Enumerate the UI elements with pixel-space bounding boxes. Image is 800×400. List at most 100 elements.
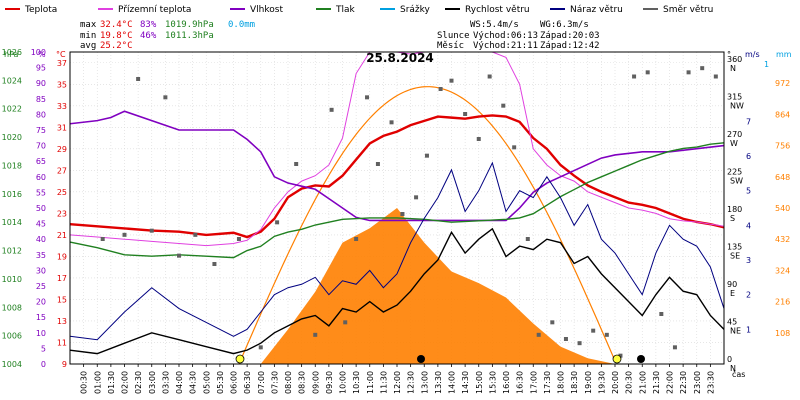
x-tick-label: 08:00	[284, 371, 293, 394]
tick-direction-name: E	[730, 289, 735, 298]
info-wg: WG:6.3m/s	[540, 20, 589, 30]
wind-direction-point	[449, 78, 454, 83]
tick-pressure: 1020	[2, 133, 22, 142]
x-tick-label: 18:00	[557, 371, 566, 394]
wind-direction-point	[604, 332, 609, 337]
solar-radiation-area	[70, 86, 724, 365]
x-tick-label: 11:00	[366, 371, 375, 394]
legend-rychlost-vetru: Rychlost větru	[465, 5, 530, 15]
wind-direction-point	[163, 95, 168, 100]
tick-pressure: 1014	[2, 218, 22, 227]
wind-direction-point	[476, 137, 481, 141]
tick-direction-deg: 135	[727, 243, 742, 252]
wind-direction-point	[591, 328, 596, 333]
tick-pressure: 1018	[2, 161, 22, 170]
x-tick-label: 22:30	[679, 371, 688, 394]
wind-direction-point	[275, 220, 280, 225]
wind-direction-point	[389, 120, 394, 125]
tick-humidity: 80	[36, 110, 46, 119]
stat-max-rain: 0.0mm	[228, 20, 255, 30]
tick-humidity: 30	[36, 266, 46, 275]
wind-direction-point	[149, 228, 154, 233]
x-tick-label: 21:30	[652, 371, 661, 394]
stat-min-temp: 19.8°C	[100, 31, 133, 41]
x-tick-label: 23:00	[693, 371, 702, 394]
tick-humidity: 5	[41, 344, 46, 353]
tick-humidity: 0	[41, 360, 46, 369]
tick-rain-top: 1	[764, 60, 769, 69]
x-tick-label: 07:30	[270, 371, 279, 394]
wind-direction-point	[177, 253, 181, 258]
info-sun-rise: Východ:06:13	[473, 31, 538, 41]
tick-humidity: 100	[31, 48, 46, 57]
unit-pct: %	[38, 50, 46, 59]
tick-direction-name: SW	[730, 177, 743, 186]
x-tick-label: 17:30	[543, 371, 552, 394]
series-line-teplota	[69, 114, 725, 239]
x-tick-label: 01:30	[107, 371, 116, 394]
unit-deg: °	[727, 50, 731, 59]
wind-direction-point	[258, 345, 263, 350]
x-tick-label: 00:30	[80, 371, 89, 394]
x-tick-label: 05:00	[202, 371, 211, 394]
solar-radiation-fill	[70, 208, 724, 364]
tick-direction-deg: 180	[727, 205, 742, 214]
x-tick-label: 03:00	[148, 371, 157, 394]
tick-pressure: 1010	[2, 275, 22, 284]
x-tick-label: 18:30	[570, 371, 579, 394]
wind-direction-point	[487, 74, 492, 79]
tick-temperature: 15	[57, 295, 67, 304]
tick-humidity: 10	[36, 329, 46, 338]
wind-direction-point	[659, 312, 664, 316]
wind-direction-point	[438, 87, 443, 91]
unit-mm: mm	[776, 50, 792, 59]
x-tick-label: 02:30	[134, 371, 143, 394]
tick-direction-name: W	[730, 139, 738, 148]
x-tick-label: 04:00	[175, 371, 184, 394]
wind-direction-point	[375, 162, 380, 166]
tick-direction-deg: 225	[727, 168, 742, 177]
stat-min-hum: 46%	[140, 31, 157, 41]
tick-direction-name: NW	[730, 102, 744, 111]
tick-solar: 324	[775, 266, 790, 275]
stat-min-label: min	[80, 31, 96, 41]
wind-direction-point	[193, 232, 198, 237]
x-tick-label: 06:30	[243, 371, 252, 394]
wind-direction-point	[577, 341, 582, 346]
x-tick-label: 08:30	[298, 371, 307, 394]
x-tick-label: 20:30	[625, 371, 634, 394]
tick-solar: 864	[775, 110, 790, 119]
wind-direction-point	[313, 332, 318, 337]
tick-solar: 432	[775, 235, 790, 244]
wind-direction-point	[512, 145, 517, 150]
info-moon-set: Západ:12:42	[540, 41, 600, 51]
x-tick-label: 15:00	[475, 371, 484, 394]
x-tick-label: 20:00	[611, 371, 620, 394]
tick-humidity: 75	[36, 126, 46, 135]
wind-direction-point	[236, 237, 241, 241]
tick-pressure: 1004	[2, 360, 22, 369]
wind-direction-point	[212, 262, 217, 266]
series-lines	[69, 51, 725, 355]
x-tick-label: 23:30	[706, 371, 715, 394]
tick-direction-name: NE	[730, 327, 741, 336]
x-tick-label: 09:00	[311, 371, 320, 394]
x-tick-label: 02:00	[121, 371, 130, 394]
stat-min-press: 1011.3hPa	[165, 31, 214, 41]
info-sun-set: Západ:20:03	[540, 31, 600, 41]
tick-wind: 4	[746, 221, 751, 230]
legend-naraz-vetru: Náraz větru	[570, 5, 623, 15]
x-tick-label: 21:00	[638, 371, 647, 394]
wind-direction-point	[536, 332, 541, 337]
tick-humidity: 25	[36, 282, 46, 291]
tick-temperature: 9	[62, 360, 67, 369]
info-moon-label: Měsíc	[437, 41, 464, 51]
wind-direction-point	[294, 162, 299, 166]
tick-humidity: 70	[36, 142, 46, 151]
unit-hpa: hPa	[4, 50, 19, 59]
legend-tlak: Tlak	[335, 5, 356, 15]
tick-direction-deg: 0	[727, 355, 732, 364]
info-sun-label: Slunce	[437, 31, 470, 41]
sunset-marker	[612, 354, 622, 364]
tick-humidity: 40	[36, 235, 46, 244]
